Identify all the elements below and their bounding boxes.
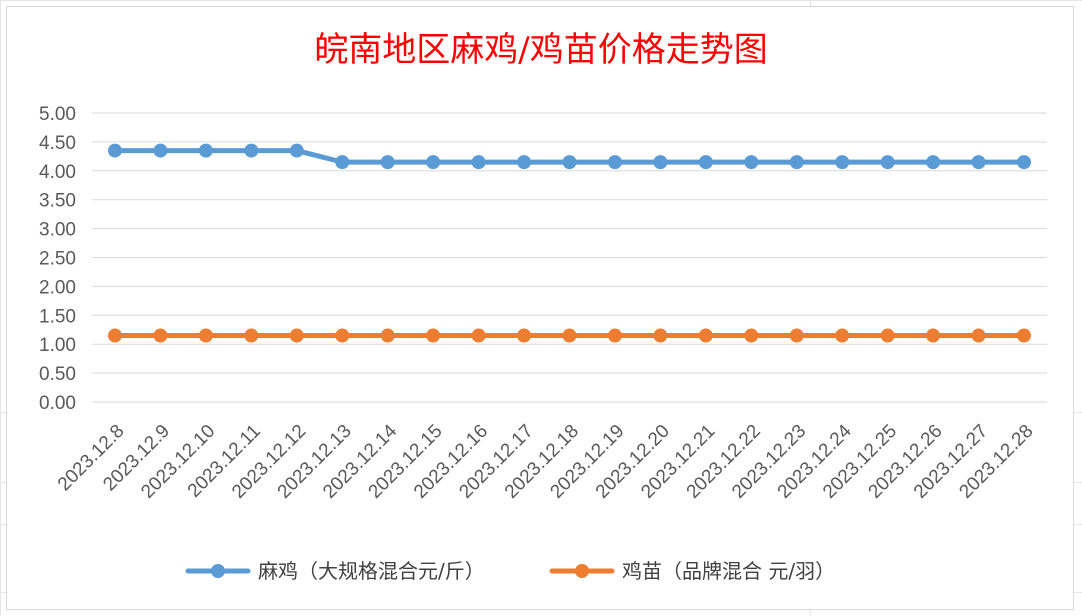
y-tick-label: 2.50: [39, 249, 76, 270]
gridlines: [92, 112, 1047, 403]
data-point[interactable]: [880, 155, 895, 170]
chart-title: 皖南地区麻鸡/鸡苗价格走势图: [314, 30, 767, 70]
y-tick-label: 0.50: [39, 364, 76, 385]
data-point[interactable]: [108, 143, 122, 158]
data-point[interactable]: [1017, 155, 1031, 170]
data-point[interactable]: [426, 155, 441, 170]
sheet-gridline: [0, 0, 1082, 1]
data-point[interactable]: [380, 328, 395, 343]
series-0[interactable]: [108, 143, 1031, 170]
data-point[interactable]: [471, 155, 486, 170]
data-point[interactable]: [426, 328, 441, 343]
data-point[interactable]: [198, 143, 213, 158]
y-tick-label: 5.00: [39, 104, 76, 125]
data-point[interactable]: [607, 155, 622, 170]
y-tick-label: 1.00: [39, 335, 76, 356]
data-point[interactable]: [744, 155, 759, 170]
data-point[interactable]: [698, 155, 713, 170]
data-point[interactable]: [698, 328, 713, 343]
data-point[interactable]: [335, 328, 350, 343]
data-point[interactable]: [789, 328, 804, 343]
y-tick-label: 4.50: [39, 133, 76, 154]
data-point[interactable]: [971, 328, 986, 343]
data-point[interactable]: [244, 143, 259, 158]
legend-item[interactable]: 麻鸡（大规格混合元/斤）: [185, 559, 485, 583]
y-tick-label: 2.00: [39, 277, 76, 298]
data-point[interactable]: [471, 328, 486, 343]
data-point[interactable]: [880, 328, 895, 343]
data-point[interactable]: [198, 328, 213, 343]
data-point[interactable]: [926, 155, 941, 170]
y-axis: 0.00 0.50 1.00 1.50 2.00 2.50 3.00 3.50 4.00 4.50…: [39, 104, 76, 414]
data-point[interactable]: [153, 328, 168, 343]
data-point[interactable]: [653, 328, 668, 343]
chart-area[interactable]: [6, 6, 1074, 610]
y-tick-label: 1.50: [39, 306, 76, 327]
legend-marker: [211, 564, 225, 578]
legend-item[interactable]: 鸡苗（品牌混合 元/羽）: [549, 559, 835, 583]
data-point[interactable]: [335, 155, 350, 170]
data-point[interactable]: [380, 155, 395, 170]
sheet-gridline: [0, 0, 1, 616]
series-1[interactable]: [108, 328, 1031, 343]
data-point[interactable]: [835, 328, 850, 343]
data-point[interactable]: [153, 143, 168, 158]
y-tick-label: 4.00: [39, 162, 76, 183]
data-point[interactable]: [789, 155, 804, 170]
data-point[interactable]: [562, 328, 577, 343]
data-point[interactable]: [744, 328, 759, 343]
data-point[interactable]: [562, 155, 577, 170]
data-point[interactable]: [289, 143, 304, 158]
series-lines: [108, 143, 1031, 343]
y-tick-label: 3.00: [39, 220, 76, 241]
y-tick-label: 3.50: [39, 191, 76, 212]
data-point[interactable]: [517, 155, 532, 170]
legend-marker: [575, 564, 589, 578]
legend-label: 麻鸡（大规格混合元/斤）: [258, 559, 485, 583]
y-tick-label: 0.00: [39, 393, 76, 414]
data-point[interactable]: [517, 328, 532, 343]
data-point[interactable]: [971, 155, 986, 170]
data-point[interactable]: [835, 155, 850, 170]
legend: 麻鸡（大规格混合元/斤） 鸡苗（品牌混合 元/羽）: [185, 559, 835, 583]
data-point[interactable]: [607, 328, 622, 343]
data-point[interactable]: [1017, 328, 1031, 343]
legend-label: 鸡苗（品牌混合 元/羽）: [622, 559, 835, 583]
x-axis: 2023.12.82023.12.92023.12.102023.12.1120…: [54, 420, 1038, 502]
data-point[interactable]: [653, 155, 668, 170]
data-point[interactable]: [108, 328, 122, 343]
data-point[interactable]: [289, 328, 304, 343]
data-point[interactable]: [926, 328, 941, 343]
data-point[interactable]: [244, 328, 259, 343]
